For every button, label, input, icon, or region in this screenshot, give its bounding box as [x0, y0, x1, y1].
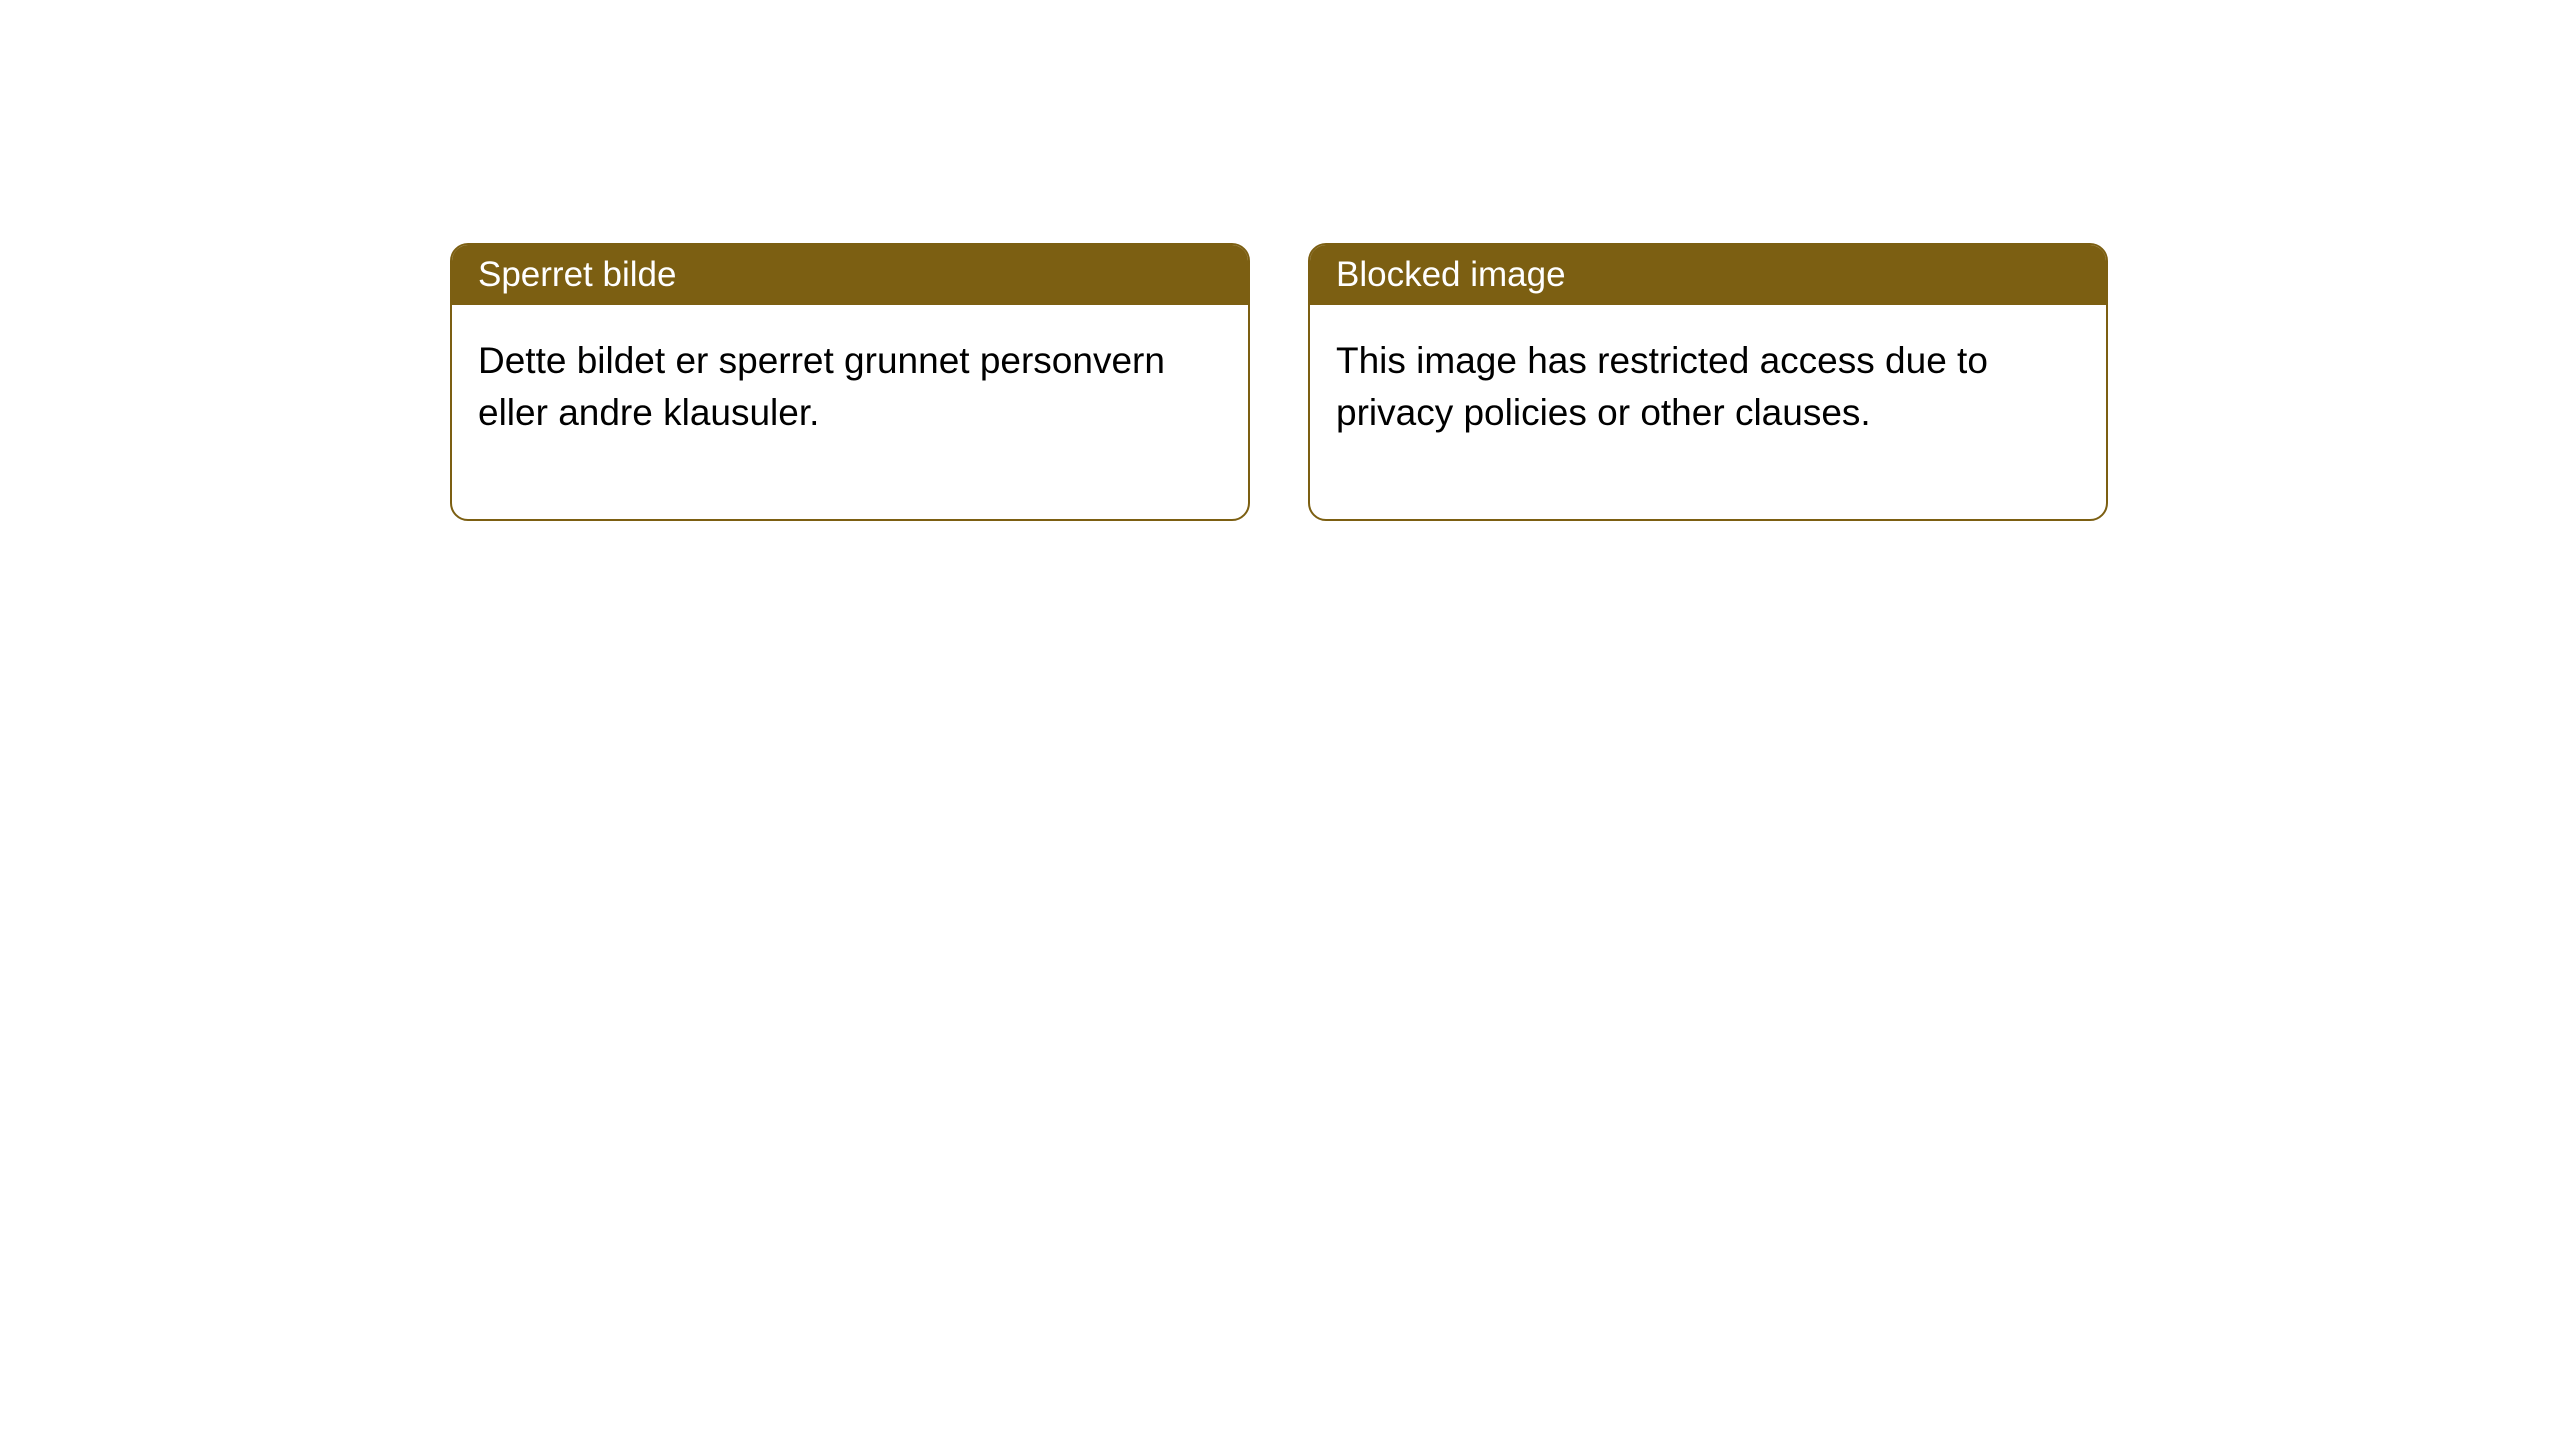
notice-card-norwegian: Sperret bilde Dette bildet er sperret gr…: [450, 243, 1250, 521]
notice-cards-container: Sperret bilde Dette bildet er sperret gr…: [450, 243, 2108, 521]
card-header: Blocked image: [1310, 245, 2106, 305]
card-body: This image has restricted access due to …: [1310, 305, 2106, 519]
card-body-text: This image has restricted access due to …: [1336, 340, 1988, 433]
card-body: Dette bildet er sperret grunnet personve…: [452, 305, 1248, 519]
notice-card-english: Blocked image This image has restricted …: [1308, 243, 2108, 521]
card-body-text: Dette bildet er sperret grunnet personve…: [478, 340, 1165, 433]
card-title: Blocked image: [1336, 255, 1566, 294]
card-header: Sperret bilde: [452, 245, 1248, 305]
card-title: Sperret bilde: [478, 255, 676, 294]
